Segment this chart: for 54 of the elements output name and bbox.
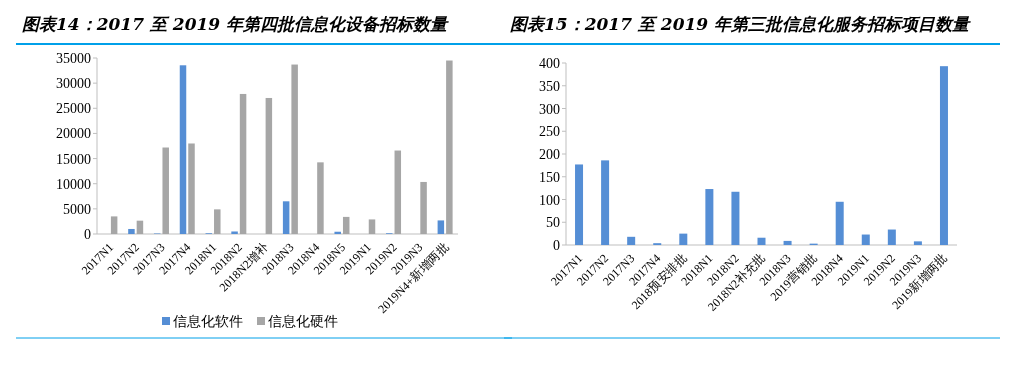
legend-label: 信息化硬件 — [268, 313, 338, 329]
bar — [939, 66, 948, 245]
bar — [239, 93, 247, 234]
bar — [420, 181, 427, 234]
bar — [679, 233, 688, 245]
y-tick-label: 25000 — [56, 101, 91, 117]
y-tick-label: 300 — [539, 101, 560, 117]
bar — [394, 150, 402, 234]
y-tick-label: 20000 — [56, 126, 91, 142]
bar — [731, 191, 740, 245]
bar — [179, 65, 187, 234]
bar — [334, 231, 341, 234]
legend-label: 信息化软件 — [173, 313, 243, 329]
bar — [783, 240, 792, 245]
y-tick-label: 250 — [539, 124, 560, 140]
y-tick-label: 150 — [539, 169, 560, 185]
chart-title: 图表14：2017 至 2019 年第四批信息化设备招标数量 — [22, 14, 450, 34]
bar — [368, 219, 376, 234]
bar — [913, 241, 922, 245]
y-tick-label: 15000 — [56, 151, 91, 167]
bar — [601, 160, 610, 245]
bar — [627, 236, 636, 245]
bar — [231, 231, 238, 234]
y-tick-label: 350 — [539, 78, 560, 94]
bar — [757, 237, 766, 245]
bar — [887, 229, 896, 245]
y-tick-label: 10000 — [56, 176, 91, 192]
bar — [188, 143, 195, 234]
y-tick-label: 100 — [539, 192, 560, 208]
bar — [705, 189, 714, 245]
chart-title: 图表15：2017 至 2019 年第三批信息化服务招标项目数量 — [510, 14, 972, 34]
y-tick-label: 35000 — [56, 51, 91, 66]
bar — [136, 220, 144, 234]
y-tick-label: 30000 — [56, 76, 91, 92]
bar — [317, 162, 324, 234]
y-tick-label: 0 — [84, 227, 91, 242]
y-tick-label: 0 — [553, 238, 560, 253]
bar — [437, 220, 445, 234]
bar — [214, 209, 221, 234]
y-tick-label: 200 — [539, 147, 560, 162]
y-tick-label: 50 — [546, 215, 560, 231]
bar — [291, 64, 298, 234]
bar — [128, 228, 135, 234]
bar — [861, 234, 870, 245]
bar — [342, 216, 350, 234]
bar — [162, 147, 169, 234]
bar — [282, 201, 290, 234]
y-tick-label: 5000 — [63, 201, 91, 217]
bar — [446, 60, 453, 234]
bar — [110, 216, 118, 234]
y-tick-label: 400 — [539, 56, 560, 71]
bar — [265, 97, 273, 234]
bar — [835, 201, 844, 245]
bar — [575, 164, 584, 245]
